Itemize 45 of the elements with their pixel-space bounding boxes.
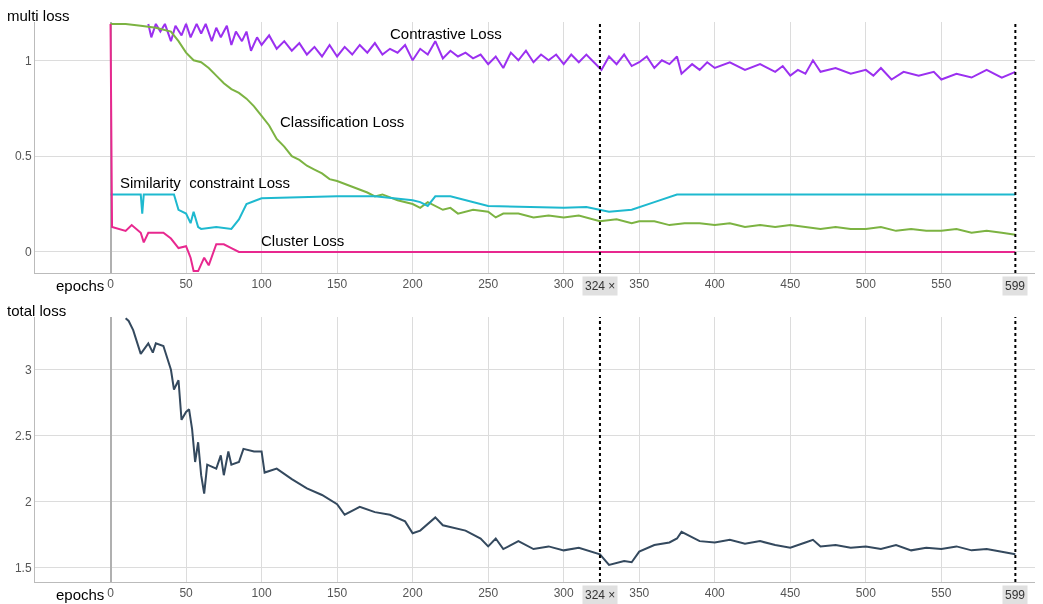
- ref-line-label: 324 ×: [585, 279, 616, 293]
- line-series: [147, 22, 1017, 81]
- x-axis-title: epochs: [56, 277, 105, 294]
- y-tick-label: 0.5: [14, 149, 32, 164]
- x-tick-label: 300: [553, 277, 575, 292]
- annotation: Classification Loss: [280, 113, 405, 130]
- y-axis-title: total loss: [7, 302, 67, 319]
- x-tick-label: 0: [107, 277, 115, 292]
- ref-line-label: 599: [1005, 279, 1026, 293]
- x-tick-label: 200: [402, 277, 423, 292]
- x-tick-label: 150: [327, 586, 348, 601]
- x-tick-label: 0: [107, 586, 115, 601]
- y-tick-label: 1: [24, 53, 32, 68]
- x-tick-label: 50: [179, 586, 194, 601]
- y-tick-label: 0: [24, 245, 32, 260]
- x-tick-label: 500: [855, 586, 877, 601]
- x-tick-label: 550: [931, 277, 952, 292]
- x-tick-label: 450: [780, 586, 801, 601]
- annotation: Cluster Loss: [261, 232, 345, 249]
- x-tick-label: 250: [478, 586, 499, 601]
- annotation: Similarity constraint Loss: [120, 174, 291, 191]
- y-tick-label: 2.5: [14, 428, 32, 443]
- x-tick-label: 500: [855, 277, 877, 292]
- x-tick-label: 400: [704, 277, 726, 292]
- x-tick-label: 100: [251, 277, 272, 292]
- y-axis-title: multi loss: [7, 7, 70, 24]
- x-tick-label: 400: [704, 586, 726, 601]
- x-tick-label: 200: [402, 586, 423, 601]
- x-tick-label: 250: [478, 277, 499, 292]
- y-tick-label: 2: [24, 494, 32, 509]
- ref-line-label: 324 ×: [585, 588, 616, 602]
- x-tick-label: 50: [179, 277, 194, 292]
- x-tick-label: 350: [629, 277, 650, 292]
- x-tick-label: 300: [553, 586, 575, 601]
- y-tick-label: 3: [24, 362, 32, 377]
- y-tick-label: 1.5: [14, 560, 32, 575]
- x-tick-label: 100: [251, 586, 272, 601]
- x-tick-label: 550: [931, 586, 952, 601]
- x-tick-label: 150: [327, 277, 348, 292]
- line-series: [124, 317, 1017, 566]
- ref-line-label: 599: [1005, 588, 1026, 602]
- x-axis-title: epochs: [56, 586, 105, 603]
- x-tick-label: 350: [629, 586, 650, 601]
- annotation: Contrastive Loss: [390, 25, 502, 42]
- x-tick-label: 450: [780, 277, 801, 292]
